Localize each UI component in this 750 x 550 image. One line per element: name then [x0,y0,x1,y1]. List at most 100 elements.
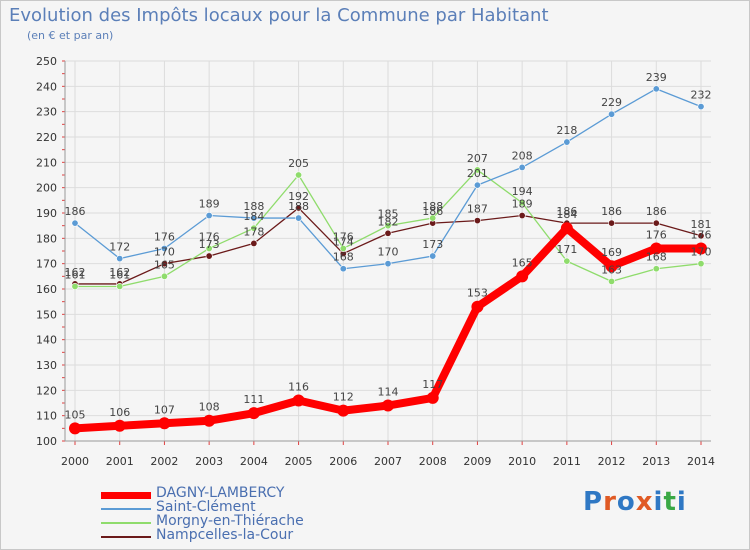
data-label: 116 [288,380,309,393]
data-label: 161 [109,268,130,281]
legend-label: DAGNY-LAMBERCY [156,485,285,501]
data-point [697,232,705,240]
data-point [295,171,303,179]
logo-letter: o [616,487,636,517]
y-tick-label: 240 [36,80,57,93]
data-label: 176 [154,230,175,243]
x-tick-label: 2004 [240,455,268,468]
data-label: 188 [243,200,264,213]
x-tick-label: 2008 [419,455,447,468]
data-point [563,138,571,146]
x-tick-label: 2012 [598,455,626,468]
data-label: 170 [154,246,175,259]
x-tick-label: 2003 [195,455,223,468]
data-label: 163 [601,263,622,276]
y-tick-label: 230 [36,106,57,119]
x-tick-label: 2000 [61,455,89,468]
data-point [205,252,213,260]
data-label: 162 [65,266,86,279]
data-point [295,214,303,222]
data-label: 189 [512,198,533,211]
data-point [250,214,258,222]
data-label: 208 [512,149,533,162]
grid [65,60,711,442]
data-label: 162 [109,266,130,279]
data-label: 188 [288,200,309,213]
data-label: 187 [467,203,488,216]
legend-label: Nampcelles-la-Cour [156,527,294,543]
data-label: 184 [556,208,577,221]
x-tick-label: 2013 [642,455,670,468]
y-tick-label: 130 [36,359,57,372]
data-label: 172 [109,241,130,254]
data-point [563,257,571,265]
data-point [518,163,526,171]
data-label: 188 [422,200,443,213]
data-label: 111 [243,393,264,406]
data-label: 168 [646,251,667,264]
series-group [69,85,707,435]
axes: 100 110 120 130 140 150 160 170 180 190 200 210 220 2… [36,55,715,468]
data-point [560,222,573,235]
legend-swatch [101,536,151,538]
data-point [471,300,484,313]
data-label: 176 [646,228,667,241]
data-point [158,417,171,430]
data-label: 105 [65,408,86,421]
data-label: 106 [109,406,130,419]
data-point [429,214,437,222]
data-point [650,242,663,255]
y-tick-label: 160 [36,283,57,296]
chart-subtitle: (en € et par an) [27,29,114,42]
x-tick-label: 2009 [463,455,491,468]
data-point [384,260,392,268]
y-tick-label: 200 [36,182,57,195]
data-point [160,260,168,268]
legend-label: Morgny-en-Thiérache [156,513,304,529]
y-tick-label: 150 [36,308,57,321]
data-label: 218 [556,124,577,137]
data-label: 153 [467,287,488,300]
data-point [697,103,705,111]
x-tick-label: 2001 [106,455,134,468]
data-label: 201 [467,167,488,180]
chart-title: Evolution des Impôts locaux pour la Comm… [9,5,549,26]
data-label: 168 [333,251,354,264]
data-point [247,407,260,420]
legend-label: Saint-Clément [156,499,256,515]
y-tick-label: 190 [36,207,57,220]
data-point [160,244,168,252]
data-point [116,282,124,290]
data-point [652,219,660,227]
data-point [382,399,394,412]
data-label: 171 [556,243,577,256]
x-tick-label: 2005 [285,455,313,468]
data-point [473,166,481,174]
x-tick-label: 2011 [553,455,581,468]
data-point [205,212,213,220]
data-point [697,260,705,268]
data-point [608,219,616,227]
data-point [250,224,258,232]
x-tick-label: 2006 [329,455,357,468]
data-point [339,244,347,252]
legend-swatch [101,508,151,510]
data-point [292,394,305,407]
data-point [205,244,213,252]
y-tick-label: 110 [36,410,57,423]
data-label: 165 [154,258,175,271]
y-tick-label: 120 [36,384,57,397]
data-point [473,181,481,189]
y-tick-label: 210 [36,156,57,169]
data-point [695,242,707,255]
data-label: 232 [691,89,712,102]
data-point [384,229,392,237]
data-point [113,419,126,432]
logo-letter: r [603,487,617,517]
data-label: 173 [422,238,443,251]
data-label: 207 [467,152,488,165]
proxiti-logo: Proxiti [583,487,687,517]
data-label: 178 [243,225,264,238]
